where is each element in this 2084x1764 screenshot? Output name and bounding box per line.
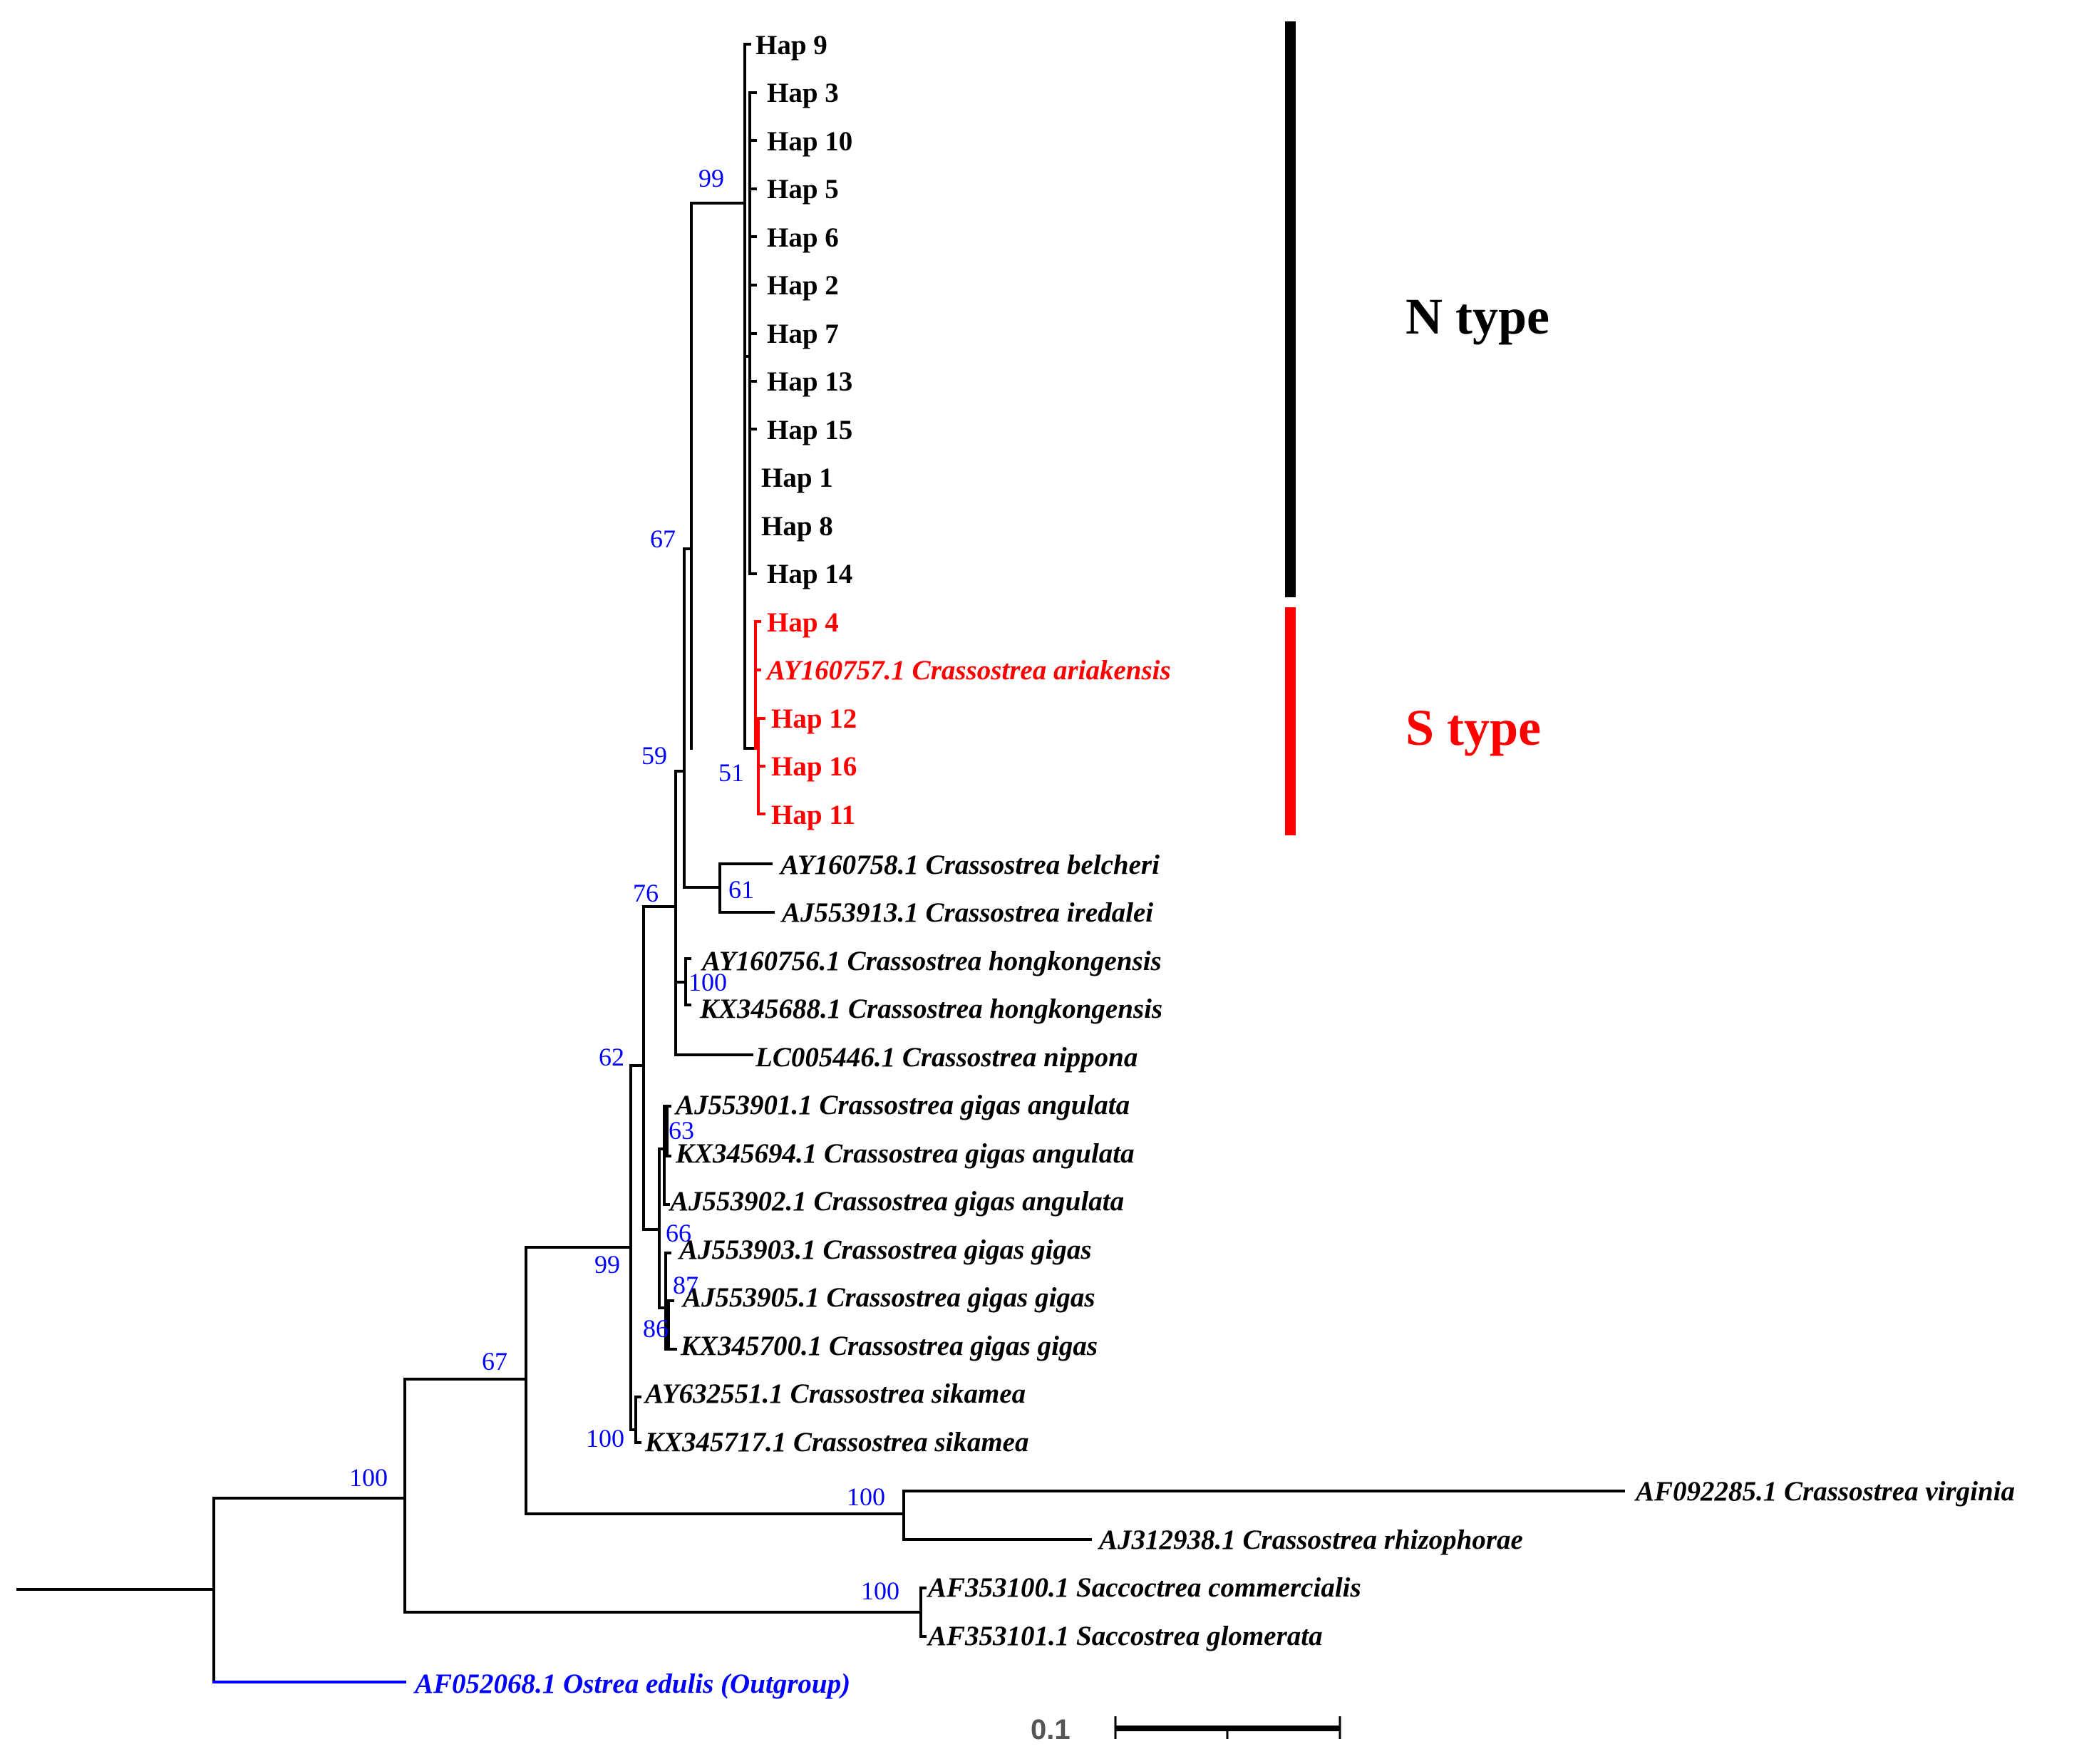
leaf-labels: Hap 9 Hap 3 Hap 10 Hap 5 Hap 6 Hap 2 Hap… xyxy=(413,30,2015,1699)
support-100-sik: 100 xyxy=(586,1424,624,1453)
leaf-hap6: Hap 6 xyxy=(767,222,839,253)
leaf-aj553903: AJ553903.1 Crassostrea gigas gigas xyxy=(677,1234,1092,1265)
support-100-hk: 100 xyxy=(688,968,727,996)
leaf-hap12: Hap 12 xyxy=(771,703,857,734)
leaf-lc005446: LC005446.1 Crassostrea nippona xyxy=(755,1042,1138,1073)
support-59: 59 xyxy=(641,741,667,770)
leaf-aj553905: AJ553905.1 Crassostrea gigas gigas xyxy=(681,1282,1095,1313)
leaf-hap7: Hap 7 xyxy=(767,319,839,349)
leaf-hap8: Hap 8 xyxy=(761,511,833,542)
leaf-ay160757: AY160757.1 Crassostrea ariakensis xyxy=(765,655,1171,686)
leaf-ay160758: AY160758.1 Crassostrea belcheri xyxy=(778,850,1160,880)
s-type-bar xyxy=(1285,607,1296,835)
leaf-ay160756: AY160756.1 Crassostrea hongkongensis xyxy=(700,946,1162,976)
leaf-hap4: Hap 4 xyxy=(767,607,839,638)
s-type-label: S type xyxy=(1405,699,1541,756)
leaf-hap5: Hap 5 xyxy=(767,174,839,205)
leaf-kx345700: KX345700.1 Crassostrea gigas gigas xyxy=(680,1331,1098,1361)
support-99-top: 99 xyxy=(698,164,724,192)
support-67-mid: 67 xyxy=(650,525,676,553)
s-type-branches xyxy=(754,620,765,815)
leaf-af052068: AF052068.1 Ostrea edulis (Outgroup) xyxy=(413,1668,850,1699)
leaf-aj553913: AJ553913.1 Crassostrea iredalei xyxy=(780,897,1153,928)
support-61: 61 xyxy=(728,875,754,904)
leaf-af353100: AF353100.1 Saccoctrea commercialis xyxy=(926,1572,1361,1603)
leaf-kx345717: KX345717.1 Crassostrea sikamea xyxy=(644,1427,1028,1458)
leaf-hap9: Hap 9 xyxy=(755,30,827,61)
leaf-hap16: Hap 16 xyxy=(771,751,857,782)
support-100-virg: 100 xyxy=(847,1482,885,1511)
support-100-root: 100 xyxy=(349,1463,388,1492)
support-66: 66 xyxy=(666,1219,691,1247)
leaf-ay632551: AY632551.1 Crassostrea sikamea xyxy=(643,1378,1026,1409)
leaf-hap11: Hap 11 xyxy=(771,800,855,830)
support-76: 76 xyxy=(633,879,659,907)
leaf-kx345694: KX345694.1 Crassostrea gigas angulata xyxy=(675,1138,1135,1169)
leaf-af353101: AF353101.1 Saccostrea glomerata xyxy=(926,1621,1323,1651)
leaf-hap14: Hap 14 xyxy=(767,559,852,589)
support-62: 62 xyxy=(599,1043,624,1071)
leaf-hap13: Hap 13 xyxy=(767,366,852,397)
scale-bar: 0.1 xyxy=(1031,1714,1341,1745)
leaf-hap10: Hap 10 xyxy=(767,126,852,157)
leaf-aj312938: AJ312938.1 Crassostrea rhizophorae xyxy=(1097,1525,1523,1555)
leaf-hap3: Hap 3 xyxy=(767,78,839,108)
leaf-aj553901: AJ553901.1 Crassostrea gigas angulata xyxy=(674,1090,1130,1120)
support-63: 63 xyxy=(669,1116,694,1145)
tree-branches xyxy=(16,43,1625,1683)
support-86: 86 xyxy=(643,1314,669,1343)
n-type-label: N type xyxy=(1405,288,1549,345)
support-67-low: 67 xyxy=(482,1347,507,1376)
support-99-low: 99 xyxy=(594,1250,620,1279)
leaf-hap2: Hap 2 xyxy=(767,270,839,301)
leaf-hap15: Hap 15 xyxy=(767,415,852,445)
n-type-bar xyxy=(1285,21,1296,597)
support-100-sacc: 100 xyxy=(861,1577,899,1605)
scale-label: 0.1 xyxy=(1031,1714,1071,1745)
leaf-af092285: AF092285.1 Crassostrea virginia xyxy=(1634,1476,2015,1507)
leaf-aj553902: AJ553902.1 Crassostrea gigas angulata xyxy=(668,1186,1124,1217)
support-87: 87 xyxy=(673,1271,698,1299)
leaf-hap1: Hap 1 xyxy=(761,463,833,493)
support-values: 99 67 59 51 61 76 100 62 63 66 87 86 99 … xyxy=(349,164,899,1605)
support-51: 51 xyxy=(718,758,744,787)
leaf-kx345688: KX345688.1 Crassostrea hongkongensis xyxy=(699,994,1162,1024)
